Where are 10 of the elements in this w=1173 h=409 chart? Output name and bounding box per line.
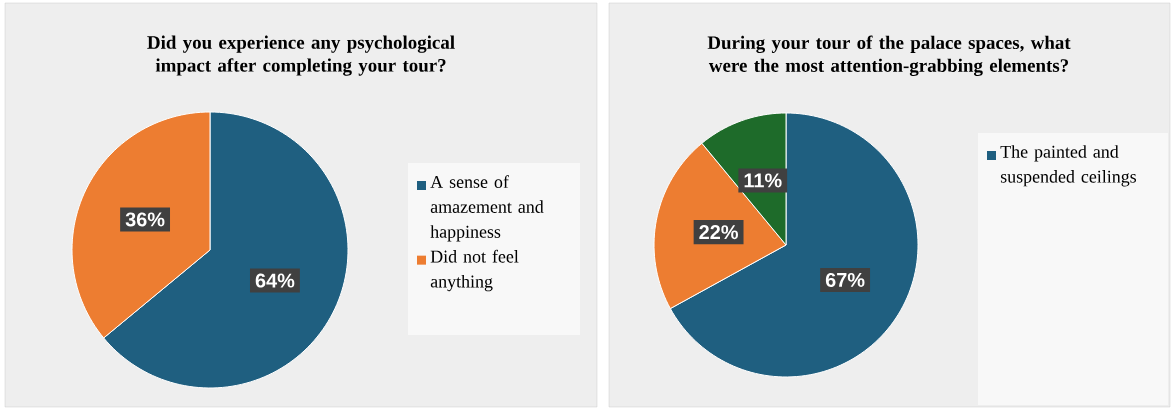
- chart-title: During your tour of the palace spaces, what were the most attention-grabbing elements?: [707, 35, 1071, 76]
- legend-label: A sense of amazement and happiness: [430, 175, 544, 242]
- legend-label: The painted and suspended ceilings: [1000, 145, 1137, 187]
- data-label: 64%: [255, 273, 295, 288]
- legend-label: Did not feel anything: [430, 249, 519, 292]
- data-label: 11%: [744, 173, 782, 188]
- data-label: 36%: [125, 212, 165, 227]
- data-label: 22%: [699, 225, 738, 240]
- data-label: 67%: [825, 272, 865, 287]
- chart-title: Did you experience any psychological impact after completing your tour?: [147, 35, 455, 76]
